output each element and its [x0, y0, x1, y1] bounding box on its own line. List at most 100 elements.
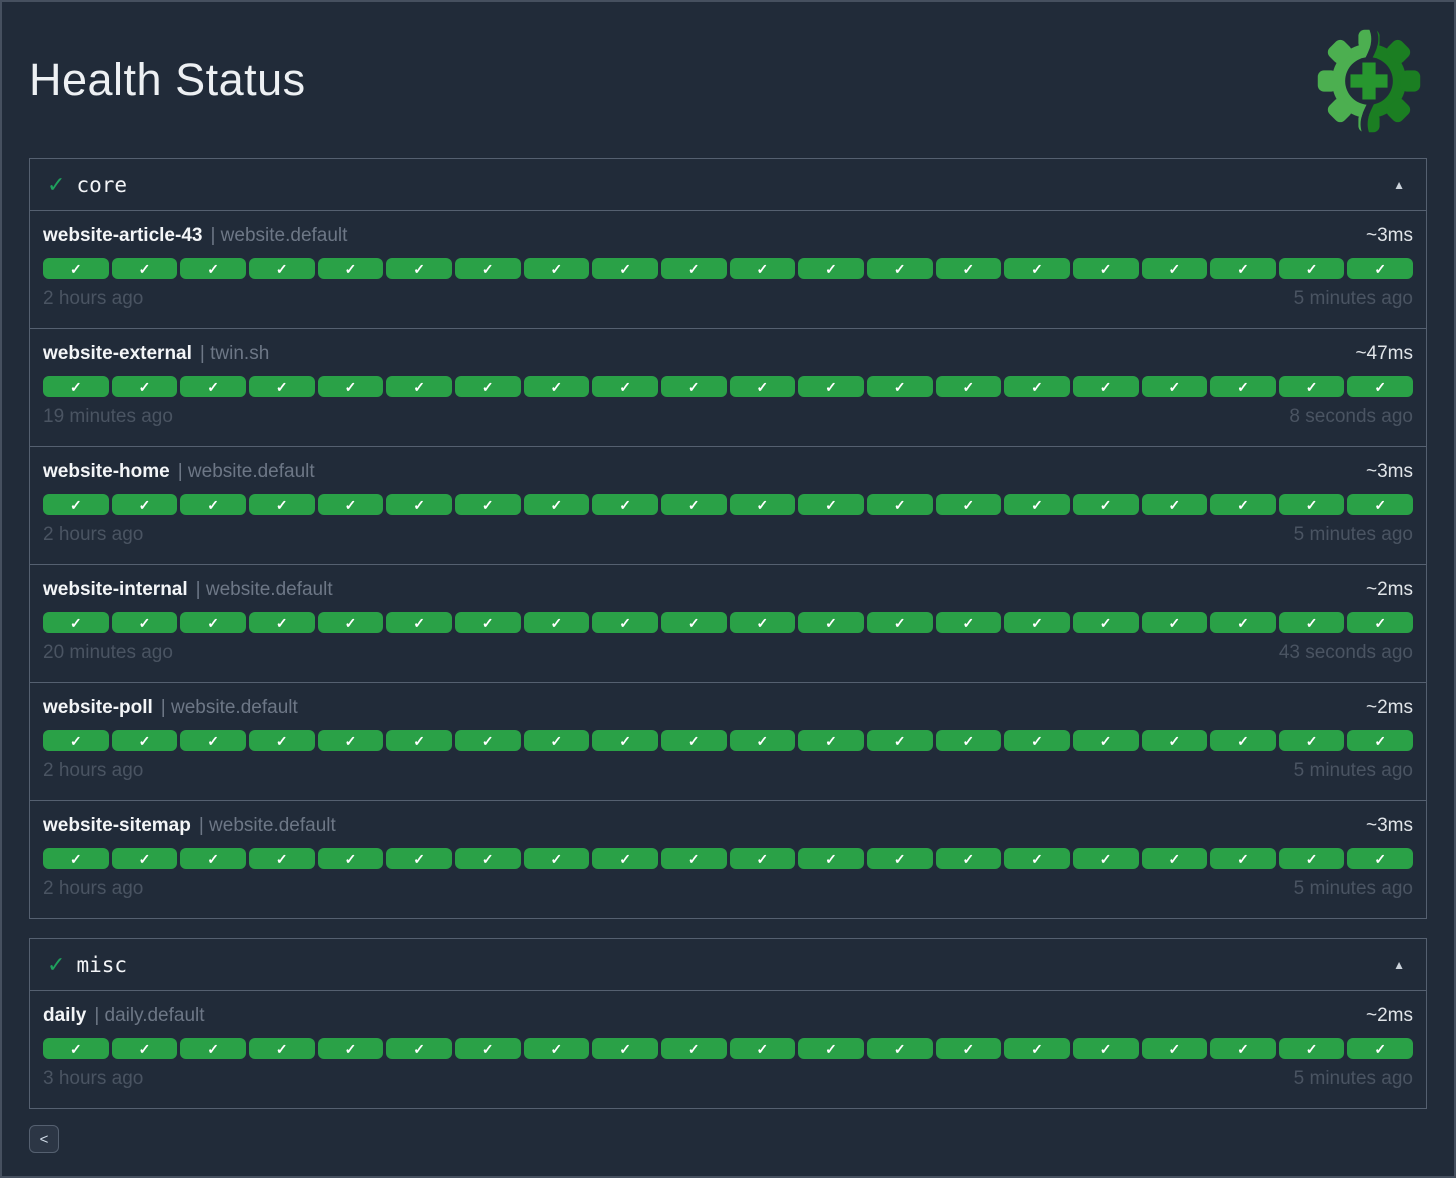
health-result-pill[interactable]: ✓	[317, 376, 384, 397]
health-result-pill[interactable]: ✓	[317, 494, 384, 515]
health-result-pill[interactable]: ✓	[1278, 258, 1345, 279]
health-result-pill[interactable]: ✓	[1278, 376, 1345, 397]
health-result-pill[interactable]: ✓	[592, 494, 658, 515]
health-result-pill[interactable]: ✓	[454, 494, 521, 515]
health-result-pill[interactable]: ✓	[43, 376, 109, 397]
health-result-pill[interactable]: ✓	[317, 612, 384, 633]
health-result-pill[interactable]: ✓	[1072, 848, 1139, 869]
health-result-pill[interactable]: ✓	[1347, 258, 1414, 279]
health-result-pill[interactable]: ✓	[798, 1038, 864, 1059]
health-result-pill[interactable]: ✓	[523, 848, 590, 869]
health-result-pill[interactable]: ✓	[454, 730, 521, 751]
health-result-pill[interactable]: ✓	[1210, 612, 1276, 633]
health-result-pill[interactable]: ✓	[248, 848, 315, 869]
health-result-pill[interactable]: ✓	[1141, 1038, 1208, 1059]
health-result-pill[interactable]: ✓	[1278, 494, 1345, 515]
health-result-pill[interactable]: ✓	[1347, 848, 1414, 869]
health-result-pill[interactable]: ✓	[729, 848, 796, 869]
health-result-pill[interactable]: ✓	[248, 494, 315, 515]
health-result-pill[interactable]: ✓	[111, 494, 178, 515]
health-result-pill[interactable]: ✓	[454, 1038, 521, 1059]
health-result-pill[interactable]: ✓	[111, 848, 178, 869]
health-result-pill[interactable]: ✓	[454, 258, 521, 279]
health-result-pill[interactable]: ✓	[660, 258, 727, 279]
health-result-pill[interactable]: ✓	[1141, 376, 1208, 397]
health-result-pill[interactable]: ✓	[1210, 848, 1276, 869]
health-result-pill[interactable]: ✓	[248, 730, 315, 751]
health-result-pill[interactable]: ✓	[1347, 1038, 1414, 1059]
health-result-pill[interactable]: ✓	[523, 730, 590, 751]
health-result-pill[interactable]: ✓	[180, 612, 246, 633]
health-result-pill[interactable]: ✓	[729, 612, 796, 633]
health-result-pill[interactable]: ✓	[1278, 612, 1345, 633]
health-result-pill[interactable]: ✓	[180, 848, 246, 869]
health-result-pill[interactable]: ✓	[729, 730, 796, 751]
health-result-pill[interactable]: ✓	[248, 612, 315, 633]
health-result-pill[interactable]: ✓	[111, 1038, 178, 1059]
health-result-pill[interactable]: ✓	[523, 1038, 590, 1059]
health-result-pill[interactable]: ✓	[248, 1038, 315, 1059]
health-result-pill[interactable]: ✓	[386, 848, 452, 869]
health-result-pill[interactable]: ✓	[660, 494, 727, 515]
health-result-pill[interactable]: ✓	[180, 1038, 246, 1059]
health-result-pill[interactable]: ✓	[1347, 376, 1414, 397]
health-result-pill[interactable]: ✓	[592, 258, 658, 279]
health-result-pill[interactable]: ✓	[1141, 494, 1208, 515]
health-result-pill[interactable]: ✓	[1141, 258, 1208, 279]
health-result-pill[interactable]: ✓	[1210, 376, 1276, 397]
health-result-pill[interactable]: ✓	[317, 848, 384, 869]
health-result-pill[interactable]: ✓	[1278, 730, 1345, 751]
health-result-pill[interactable]: ✓	[1072, 376, 1139, 397]
health-result-pill[interactable]: ✓	[386, 612, 452, 633]
health-result-pill[interactable]: ✓	[180, 376, 246, 397]
health-result-pill[interactable]: ✓	[798, 612, 864, 633]
health-result-pill[interactable]: ✓	[111, 376, 178, 397]
health-result-pill[interactable]: ✓	[1347, 612, 1414, 633]
health-result-pill[interactable]: ✓	[1278, 848, 1345, 869]
collapse-arrow-icon[interactable]: ▲	[1393, 957, 1405, 972]
health-result-pill[interactable]: ✓	[1004, 494, 1070, 515]
health-result-pill[interactable]: ✓	[454, 376, 521, 397]
health-result-pill[interactable]: ✓	[43, 1038, 109, 1059]
health-result-pill[interactable]: ✓	[111, 730, 178, 751]
health-result-pill[interactable]: ✓	[180, 258, 246, 279]
health-result-pill[interactable]: ✓	[386, 258, 452, 279]
health-result-pill[interactable]: ✓	[592, 848, 658, 869]
health-result-pill[interactable]: ✓	[43, 494, 109, 515]
health-result-pill[interactable]: ✓	[1004, 1038, 1070, 1059]
health-result-pill[interactable]: ✓	[798, 258, 864, 279]
health-result-pill[interactable]: ✓	[386, 376, 452, 397]
health-result-pill[interactable]: ✓	[1072, 494, 1139, 515]
health-result-pill[interactable]: ✓	[729, 494, 796, 515]
health-result-pill[interactable]: ✓	[43, 730, 109, 751]
group-header[interactable]: ✓ core ▲	[30, 159, 1426, 211]
health-result-pill[interactable]: ✓	[523, 376, 590, 397]
health-result-pill[interactable]: ✓	[935, 730, 1002, 751]
health-result-pill[interactable]: ✓	[1347, 494, 1414, 515]
health-result-pill[interactable]: ✓	[1278, 1038, 1345, 1059]
health-result-pill[interactable]: ✓	[1072, 730, 1139, 751]
health-result-pill[interactable]: ✓	[180, 730, 246, 751]
health-result-pill[interactable]: ✓	[1210, 494, 1276, 515]
health-result-pill[interactable]: ✓	[1072, 258, 1139, 279]
health-result-pill[interactable]: ✓	[866, 1038, 933, 1059]
health-result-pill[interactable]: ✓	[660, 376, 727, 397]
health-result-pill[interactable]: ✓	[935, 258, 1002, 279]
health-result-pill[interactable]: ✓	[1072, 612, 1139, 633]
health-result-pill[interactable]: ✓	[866, 730, 933, 751]
health-result-pill[interactable]: ✓	[523, 612, 590, 633]
health-result-pill[interactable]: ✓	[454, 612, 521, 633]
health-result-pill[interactable]: ✓	[1004, 612, 1070, 633]
health-result-pill[interactable]: ✓	[592, 612, 658, 633]
health-result-pill[interactable]: ✓	[866, 612, 933, 633]
health-result-pill[interactable]: ✓	[935, 612, 1002, 633]
health-result-pill[interactable]: ✓	[111, 258, 178, 279]
health-result-pill[interactable]: ✓	[729, 376, 796, 397]
health-result-pill[interactable]: ✓	[798, 376, 864, 397]
group-header[interactable]: ✓ misc ▲	[30, 939, 1426, 991]
health-result-pill[interactable]: ✓	[454, 848, 521, 869]
health-result-pill[interactable]: ✓	[798, 494, 864, 515]
health-result-pill[interactable]: ✓	[592, 376, 658, 397]
health-result-pill[interactable]: ✓	[248, 376, 315, 397]
health-result-pill[interactable]: ✓	[1004, 848, 1070, 869]
